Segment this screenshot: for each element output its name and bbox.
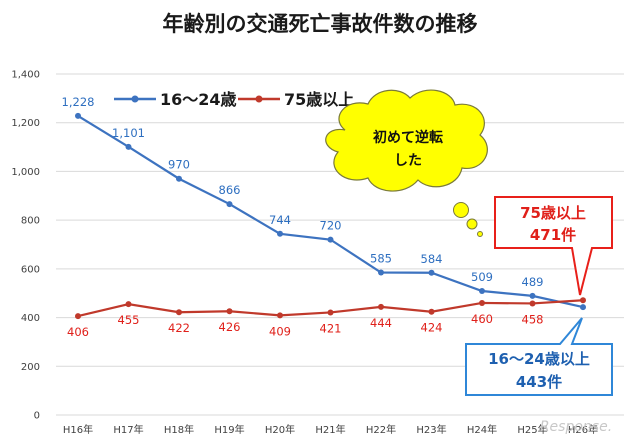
data-point-old xyxy=(428,308,435,315)
data-label-young: 866 xyxy=(219,183,241,197)
callout-old-box xyxy=(494,196,613,296)
watermark: Response. xyxy=(540,419,612,435)
data-label-old: 406 xyxy=(67,325,89,339)
legend-label-old: 75歳以上 xyxy=(284,90,354,109)
legend: 16～24歳 75歳以上 xyxy=(114,90,354,109)
y-tick-label: 200 xyxy=(21,362,40,373)
x-tick-label: H25年 xyxy=(517,423,547,436)
bubble-line-2: した xyxy=(394,153,422,169)
x-tick-label: H16年 xyxy=(63,423,93,436)
data-label-young: 1,228 xyxy=(62,95,95,109)
data-label-old: 458 xyxy=(522,312,544,326)
series-points xyxy=(75,112,586,320)
data-point-old xyxy=(176,309,182,316)
y-axis-ticks: 0 200 400 600 800 1,000 1,200 1,400 xyxy=(11,70,40,422)
data-labels: 1,228 1,101 970 866 744 720 585 584 509 489 406 455… xyxy=(62,95,544,339)
x-tick-label: H21年 xyxy=(315,423,345,436)
annotation-callout-old: 75歳以上 471件 xyxy=(494,196,613,296)
callout-old-line-2: 471件 xyxy=(530,226,576,244)
data-label-old: 421 xyxy=(320,321,342,335)
data-point-young xyxy=(479,288,485,295)
data-point-old xyxy=(580,297,586,304)
bubble-dot-large xyxy=(453,202,469,218)
legend-marker-old xyxy=(255,95,263,103)
y-tick-label: 600 xyxy=(21,264,40,275)
data-label-old: 424 xyxy=(421,321,443,335)
data-point-old xyxy=(529,300,536,307)
x-tick-label: H20年 xyxy=(265,423,295,436)
callout-old-line-1: 75歳以上 xyxy=(520,204,586,222)
bubble-shape xyxy=(325,89,488,192)
x-tick-label: H24年 xyxy=(467,423,497,436)
data-point-young xyxy=(277,230,283,237)
data-point-young xyxy=(226,201,233,208)
data-point-young xyxy=(378,269,384,276)
data-label-old: 422 xyxy=(168,321,190,335)
y-tick-label: 800 xyxy=(21,216,40,227)
callout-young-line-1: 16～24歳以上 xyxy=(488,350,590,368)
x-tick-label: H26年 xyxy=(568,423,598,436)
bubble-dot-medium xyxy=(466,218,478,230)
annotation-callout-young: 16～24歳以上 443件 xyxy=(465,317,613,396)
data-label-young: 489 xyxy=(522,275,544,289)
data-point-old xyxy=(277,312,283,319)
data-point-young xyxy=(580,304,586,311)
callout-young-box xyxy=(465,317,613,396)
data-point-young xyxy=(75,112,81,119)
bubble-line-1: 初めて逆転 xyxy=(373,129,443,146)
data-point-young xyxy=(176,175,182,182)
data-label-young: 585 xyxy=(370,252,392,266)
data-label-young: 744 xyxy=(269,213,291,227)
x-tick-label: H18年 xyxy=(164,423,194,436)
data-point-young xyxy=(125,143,132,150)
data-point-old xyxy=(378,303,384,310)
data-label-old: 426 xyxy=(219,320,241,334)
x-tick-label: H17年 xyxy=(113,423,143,436)
y-tick-label: 400 xyxy=(21,313,40,324)
data-point-young xyxy=(327,236,334,243)
data-point-old xyxy=(226,308,233,315)
data-label-old: 409 xyxy=(269,324,291,338)
y-tick-label: 1,000 xyxy=(11,167,40,178)
y-tick-label: 0 xyxy=(34,411,40,422)
chart-title: 年齢別の交通死亡事故件数の推移 xyxy=(163,12,478,36)
x-axis-ticks: H16年 H17年 H18年 H19年 H20年 H21年 H22年 H23年 H24年 H25年… xyxy=(63,423,598,436)
data-point-young xyxy=(428,269,435,276)
y-tick-label: 1,400 xyxy=(11,70,40,81)
bubble-dot-small xyxy=(477,231,483,237)
y-tick-label: 1,200 xyxy=(11,118,40,129)
data-label-old: 460 xyxy=(471,312,493,326)
legend-label-young: 16～24歳 xyxy=(160,90,237,109)
annotation-bubble: 初めて逆転 した xyxy=(325,89,488,237)
data-point-old xyxy=(479,299,485,306)
data-label-old: 455 xyxy=(118,313,140,327)
legend-marker-young xyxy=(131,95,139,103)
x-tick-label: H22年 xyxy=(366,423,396,436)
data-label-young: 1,101 xyxy=(112,126,145,140)
x-tick-label: H23年 xyxy=(416,423,446,436)
data-label-young: 970 xyxy=(168,158,190,172)
data-label-old: 444 xyxy=(370,316,392,330)
x-tick-label: H19年 xyxy=(214,423,244,436)
data-label-young: 720 xyxy=(320,219,342,233)
data-label-young: 509 xyxy=(471,270,493,284)
data-point-old xyxy=(327,309,334,316)
data-label-young: 584 xyxy=(421,252,443,266)
data-point-old xyxy=(75,313,81,320)
callout-young-line-2: 443件 xyxy=(516,373,562,391)
data-point-young xyxy=(529,292,536,299)
data-point-old xyxy=(125,301,132,308)
